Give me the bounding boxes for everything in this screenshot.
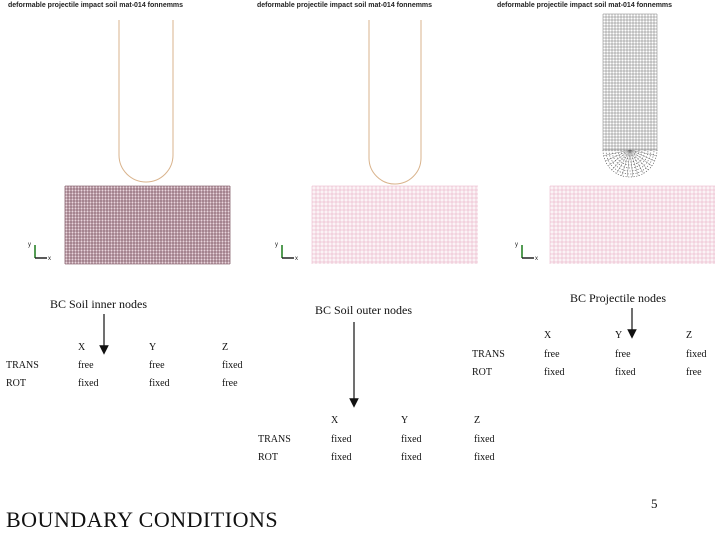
col-header: X	[78, 342, 86, 353]
col-header: Y	[149, 342, 157, 353]
bc-soil-outer-label: BC Soil outer nodes	[315, 303, 413, 317]
table-cell: fixed	[615, 367, 636, 378]
projectile-outline	[368, 20, 422, 185]
col-header: X	[331, 415, 339, 426]
axis-triad-icon: y x	[275, 242, 298, 262]
page-number: 5	[651, 496, 658, 511]
row-header: TRANS	[258, 434, 291, 445]
svg-text:y: y	[275, 242, 278, 248]
col-header: Z	[474, 415, 481, 426]
col-header: Z	[686, 330, 693, 341]
page-heading: BOUNDARY CONDITIONS	[6, 507, 279, 532]
table-cell: free	[615, 349, 631, 360]
svg-text:x: x	[295, 256, 298, 262]
panel-1-view: y x	[28, 20, 231, 265]
table-cell: free	[544, 349, 560, 360]
table-cell: fixed	[544, 367, 565, 378]
panel-2-title: deformable projectile impact soil mat-01…	[257, 2, 433, 9]
row-header: ROT	[472, 367, 492, 378]
svg-text:x: x	[535, 256, 538, 262]
table-cell: fixed	[474, 452, 495, 463]
svg-text:y: y	[28, 242, 31, 248]
panel-3-view: y x	[515, 13, 715, 264]
soil-mesh	[312, 186, 478, 264]
soil-mesh-lines	[311, 185, 478, 264]
axis-triad-icon: y x	[28, 242, 51, 262]
col-header: Z	[222, 342, 229, 353]
soil-mesh	[550, 186, 715, 264]
table-cell: free	[149, 360, 165, 371]
panel-1-title: deformable projectile impact soil mat-01…	[8, 2, 184, 9]
table-cell: fixed	[78, 378, 99, 389]
soil-mesh-lines	[64, 185, 231, 265]
panel-2-view: y x	[275, 20, 478, 264]
table-cell: fixed	[401, 434, 422, 445]
projectile-node-grid	[602, 13, 658, 178]
row-header: ROT	[6, 378, 26, 389]
svg-text:x: x	[48, 256, 51, 262]
table-cell: fixed	[686, 349, 707, 360]
col-header: X	[544, 330, 552, 341]
panel-3-title: deformable projectile impact soil mat-01…	[497, 2, 673, 9]
table-cell: fixed	[331, 452, 352, 463]
table-cell: fixed	[401, 452, 422, 463]
projectile-outline	[118, 20, 174, 183]
soil-mesh-lines	[549, 185, 715, 264]
axis-triad-icon: y x	[515, 242, 538, 262]
row-header: TRANS	[472, 349, 505, 360]
table-cell: fixed	[331, 434, 352, 445]
table-cell: free	[222, 378, 238, 389]
col-header: Y	[401, 415, 409, 426]
table-cell: free	[78, 360, 94, 371]
svg-text:y: y	[515, 242, 518, 248]
bc-soil-inner-label: BC Soil inner nodes	[50, 297, 148, 311]
col-header: Y	[615, 330, 623, 341]
bc-projectile-label: BC Projectile nodes	[570, 291, 666, 305]
table-cell: fixed	[222, 360, 243, 371]
table-cell: fixed	[149, 378, 170, 389]
table-cell: free	[686, 367, 702, 378]
row-header: ROT	[258, 452, 278, 463]
row-header: TRANS	[6, 360, 39, 371]
table-cell: fixed	[474, 434, 495, 445]
